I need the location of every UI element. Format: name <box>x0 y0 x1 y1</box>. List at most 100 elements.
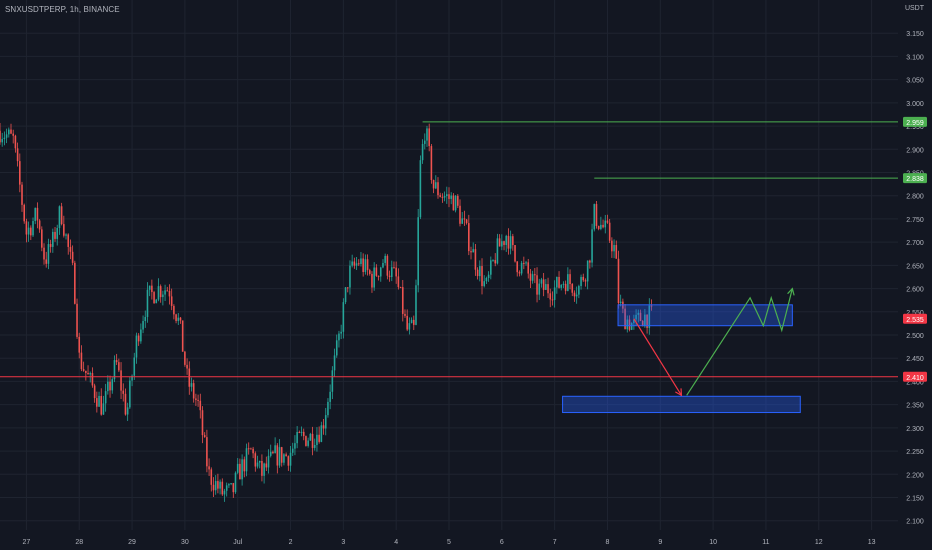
candle-body <box>575 294 578 297</box>
price-tick-label: 2.450 <box>906 356 924 363</box>
candle-body <box>36 207 39 221</box>
candle-body <box>276 445 279 466</box>
price-tick-label: 2.800 <box>906 194 924 201</box>
candle-body <box>113 360 116 380</box>
candle-body <box>417 217 419 286</box>
candle-body <box>551 299 554 301</box>
time-tick-label: 5 <box>447 539 451 546</box>
candle-body <box>481 266 483 287</box>
time-tick-label: 11 <box>762 539 769 546</box>
symbol-label: SNXUSDTPERP, 1h, BINANCE <box>5 5 120 14</box>
candle-body <box>514 245 516 262</box>
candle-body <box>124 393 127 415</box>
candle-body <box>360 258 362 264</box>
candle-body <box>210 469 213 485</box>
candle-body <box>505 235 508 245</box>
candle-body <box>302 431 305 437</box>
candle-body <box>459 205 461 224</box>
candle-body <box>404 313 406 316</box>
price-tick-label: 2.550 <box>906 310 924 317</box>
candle-body <box>247 448 250 450</box>
candle-body <box>19 161 21 185</box>
candle-body <box>217 481 219 489</box>
candle-body <box>111 379 114 391</box>
candle-body <box>241 459 243 480</box>
candle-body <box>408 323 411 330</box>
candle-body <box>441 196 444 198</box>
time-tick-label: 27 <box>23 539 31 546</box>
candle-body <box>351 261 353 266</box>
candle-body <box>415 285 417 325</box>
candle-body <box>129 380 131 408</box>
candle-body <box>373 267 375 288</box>
candle-body <box>206 437 208 467</box>
candle-body <box>16 148 19 162</box>
candle-body <box>219 481 221 489</box>
candle-body <box>190 383 193 387</box>
candle-body <box>498 238 501 247</box>
candle-body <box>236 463 239 473</box>
candle-body <box>203 435 206 438</box>
candle-body <box>423 140 426 144</box>
candle-body <box>470 251 472 253</box>
candle-body <box>287 456 290 466</box>
candle-body <box>142 321 144 330</box>
candle-body <box>368 270 371 274</box>
candle-body <box>520 262 523 274</box>
candle-body <box>69 246 72 252</box>
price-axis: 2.100 2.150 2.200 2.250 2.300 2.350 2.400 2.450… <box>906 31 924 526</box>
candle-body <box>41 229 43 248</box>
candle-body <box>74 262 76 304</box>
candle-body <box>615 245 618 259</box>
candle-body <box>340 331 342 334</box>
candle-body <box>375 267 378 276</box>
projection-up-path <box>686 288 793 396</box>
price-tick-label: 2.700 <box>906 240 924 247</box>
candle-body <box>597 225 600 229</box>
candle-body <box>494 260 497 264</box>
candle-body <box>263 463 265 476</box>
candle-body <box>179 317 182 321</box>
candle-body <box>177 317 180 321</box>
candle-body <box>388 275 391 277</box>
price-tick-label: 2.750 <box>906 217 924 224</box>
candle-body <box>465 219 468 224</box>
candle-body <box>483 281 486 287</box>
candle-body <box>641 320 644 327</box>
candle-body <box>589 260 591 263</box>
price-tag <box>903 313 927 324</box>
candle-body <box>509 236 512 249</box>
time-tick-label: 12 <box>815 539 823 546</box>
time-tick-label: 2 <box>289 539 293 546</box>
candle-body <box>316 434 318 446</box>
candle-body <box>245 448 248 472</box>
candle-body <box>10 129 12 134</box>
candle-body <box>212 484 215 491</box>
candle-body <box>65 234 67 236</box>
candle-body <box>34 207 37 222</box>
time-tick-label: 13 <box>868 539 876 546</box>
candle-body <box>454 195 457 211</box>
candle-body <box>120 370 122 391</box>
candle-body <box>357 263 360 265</box>
candle-body <box>410 319 413 324</box>
candle-body <box>412 319 415 325</box>
price-tag <box>903 371 927 382</box>
candle-body <box>501 241 503 247</box>
candle-body <box>285 454 287 457</box>
time-tick-label: 8 <box>606 539 610 546</box>
candle-body <box>512 236 514 246</box>
candle-body <box>448 194 450 199</box>
candle-body <box>630 323 633 330</box>
projection-down-path <box>633 318 682 396</box>
candle-body <box>355 263 358 266</box>
candle-body <box>452 195 455 211</box>
candle-body <box>419 160 422 218</box>
candle-body <box>223 490 226 495</box>
candle-body <box>107 381 109 392</box>
candle-body <box>265 463 268 468</box>
candle-body <box>349 265 351 288</box>
candle-body <box>516 261 519 273</box>
candle-body <box>3 137 6 139</box>
